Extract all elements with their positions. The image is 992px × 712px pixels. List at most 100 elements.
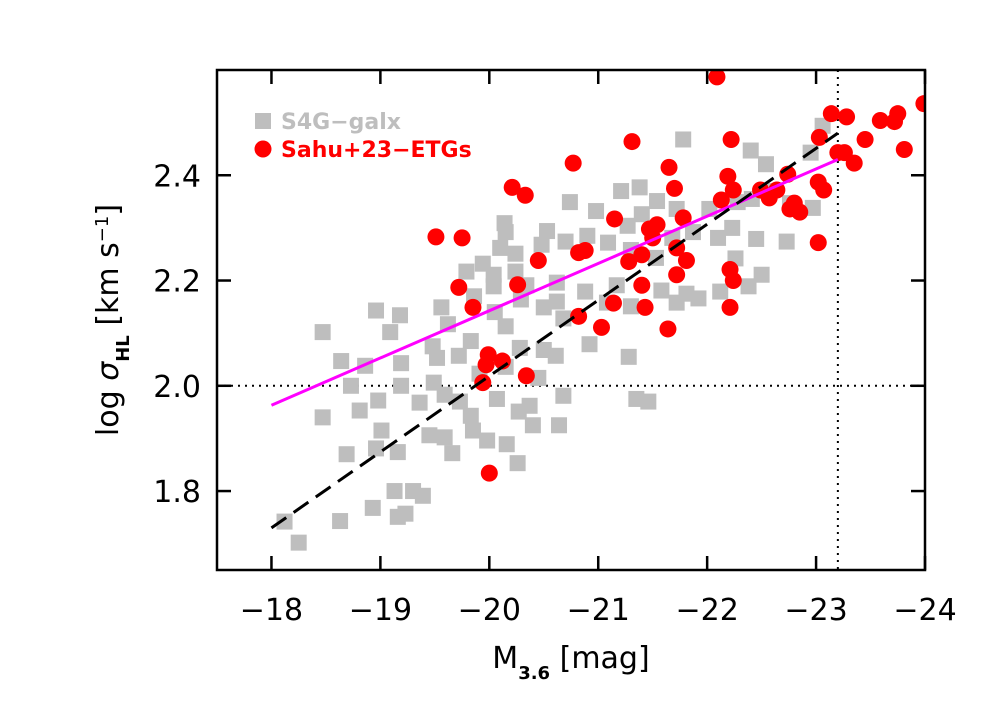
y-tick-label: 1.8 (153, 475, 201, 510)
point (724, 272, 742, 290)
point (425, 374, 442, 391)
point (748, 230, 765, 247)
point (815, 181, 833, 199)
point (649, 193, 666, 210)
x-tick-label: −23 (784, 593, 847, 628)
point (480, 464, 498, 482)
point (516, 186, 534, 204)
x-tick-label: −20 (458, 593, 521, 628)
label-part: σ (91, 361, 126, 381)
point (588, 203, 605, 220)
point (535, 342, 552, 358)
point (462, 333, 479, 350)
point (660, 158, 678, 176)
point (433, 299, 450, 316)
point (665, 179, 683, 197)
point (521, 397, 538, 414)
label-part: log (91, 381, 126, 436)
point (555, 387, 572, 404)
legend-label: Sahu+23−ETGs (281, 138, 472, 163)
point (722, 130, 740, 148)
point (364, 499, 381, 516)
point (613, 183, 630, 200)
point (724, 181, 742, 199)
y-tick-label: 2.0 (153, 370, 201, 405)
point (276, 513, 293, 530)
y-tick-label: 2.4 (153, 159, 201, 194)
point (368, 440, 385, 457)
point (561, 194, 578, 211)
point (464, 422, 481, 439)
point (829, 144, 847, 162)
point (488, 390, 505, 407)
point (809, 234, 827, 252)
point (332, 513, 349, 530)
y-axis-label: log σHL [km s−1] (91, 204, 134, 436)
point (822, 105, 840, 123)
point (509, 455, 526, 472)
point (509, 276, 527, 294)
label-part: HL (113, 335, 134, 362)
label-part: [mag] (550, 641, 650, 676)
x-tick-label: −22 (675, 593, 738, 628)
x-tick-label: −21 (567, 593, 630, 628)
point (633, 206, 650, 223)
point (393, 377, 410, 394)
point (633, 276, 651, 294)
point (579, 227, 596, 244)
point (391, 307, 408, 324)
point (622, 298, 639, 315)
point (886, 113, 904, 131)
point (386, 483, 403, 500)
point (474, 374, 492, 392)
point (453, 229, 471, 247)
point (479, 432, 496, 449)
point (368, 302, 385, 319)
point (760, 189, 778, 207)
point (557, 233, 574, 250)
point (810, 128, 828, 146)
label-part: M (492, 641, 518, 676)
x-tick-label: −24 (893, 593, 956, 628)
legend-label: S4G−galx (281, 110, 401, 135)
point (604, 294, 622, 312)
point (497, 318, 514, 335)
point (444, 445, 461, 462)
point (405, 483, 422, 500)
point (351, 402, 368, 419)
point (678, 285, 695, 302)
point (290, 534, 307, 551)
x-tick-label: −18 (240, 593, 303, 628)
point (712, 283, 729, 300)
point (791, 203, 809, 221)
point (450, 347, 467, 364)
point (856, 130, 874, 148)
point (619, 217, 636, 234)
point (684, 224, 701, 241)
point (600, 234, 617, 251)
point (721, 298, 739, 316)
plot-area (217, 70, 925, 570)
point (462, 407, 479, 424)
point (845, 154, 863, 172)
point (424, 338, 441, 355)
point (333, 353, 350, 370)
point (498, 436, 515, 453)
point (631, 179, 648, 196)
point (503, 178, 521, 196)
x-axis-label: M3.6 [mag] (492, 641, 649, 684)
legend-marker (255, 113, 271, 129)
point (915, 95, 925, 113)
point (606, 210, 624, 228)
point (871, 112, 889, 130)
point (492, 239, 509, 256)
point (895, 140, 913, 158)
point (668, 266, 686, 284)
point (342, 377, 359, 394)
point (710, 229, 727, 246)
point (397, 505, 414, 522)
x-tick-label: −19 (349, 593, 412, 628)
point (389, 444, 406, 461)
point (535, 299, 552, 316)
